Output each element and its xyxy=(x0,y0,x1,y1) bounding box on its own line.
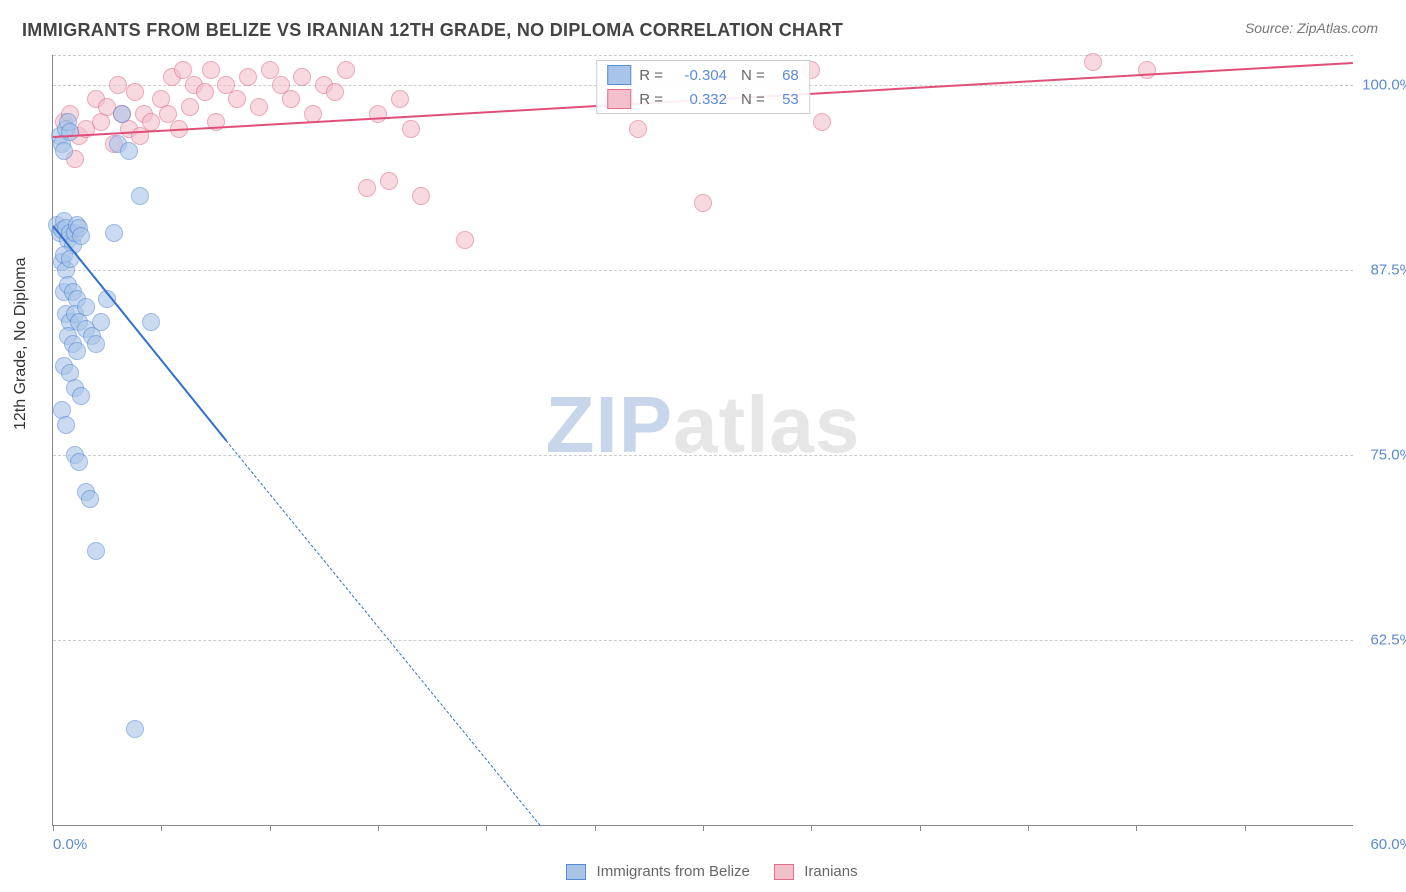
point-iranian xyxy=(337,61,355,79)
n-value-iranian: 53 xyxy=(769,91,799,108)
legend-label-belize: Immigrants from Belize xyxy=(597,863,750,880)
point-belize xyxy=(77,298,95,316)
point-iranian xyxy=(202,61,220,79)
x-tick xyxy=(920,825,921,831)
point-belize xyxy=(57,416,75,434)
point-iranian xyxy=(369,105,387,123)
gridline xyxy=(53,55,1353,56)
point-iranian xyxy=(412,187,430,205)
point-belize xyxy=(131,187,149,205)
point-iranian xyxy=(391,90,409,108)
y-tick-label: 100.0% xyxy=(1358,76,1406,93)
point-belize xyxy=(87,335,105,353)
point-belize xyxy=(70,453,88,471)
watermark: ZIPatlas xyxy=(546,379,861,471)
x-tick xyxy=(1028,825,1029,831)
point-iranian xyxy=(1084,53,1102,71)
legend-swatch-iranian xyxy=(774,864,794,880)
gridline xyxy=(53,455,1353,456)
stats-row-iranian: R = 0.332 N = 53 xyxy=(597,87,809,111)
point-iranian xyxy=(694,194,712,212)
point-iranian xyxy=(239,68,257,86)
plot-area: ZIPatlas R = -0.304 N = 68 R = 0.332 N =… xyxy=(52,55,1353,826)
r-label: R = xyxy=(639,91,663,108)
point-belize xyxy=(113,105,131,123)
point-belize xyxy=(68,342,86,360)
x-tick xyxy=(1245,825,1246,831)
n-label: N = xyxy=(741,67,765,84)
x-tick xyxy=(1136,825,1137,831)
x-tick xyxy=(378,825,379,831)
point-belize xyxy=(120,142,138,160)
r-value-belize: -0.304 xyxy=(667,67,727,84)
y-tick-label: 62.5% xyxy=(1358,631,1406,648)
point-belize xyxy=(72,227,90,245)
legend-label-iranian: Iranians xyxy=(804,863,857,880)
point-iranian xyxy=(142,113,160,131)
point-belize xyxy=(142,313,160,331)
point-belize xyxy=(72,387,90,405)
n-value-belize: 68 xyxy=(769,67,799,84)
r-label: R = xyxy=(639,67,663,84)
point-iranian xyxy=(228,90,246,108)
point-iranian xyxy=(1138,61,1156,79)
y-tick-label: 75.0% xyxy=(1358,446,1406,463)
point-belize xyxy=(92,313,110,331)
legend-swatch-belize xyxy=(566,864,586,880)
x-tick xyxy=(53,825,54,831)
point-iranian xyxy=(402,120,420,138)
point-belize xyxy=(81,490,99,508)
point-iranian xyxy=(629,120,647,138)
point-iranian xyxy=(456,231,474,249)
x-tick xyxy=(486,825,487,831)
source-label: Source: ZipAtlas.com xyxy=(1245,20,1378,36)
point-belize xyxy=(105,224,123,242)
y-axis-label: 12th Grade, No Diploma xyxy=(12,257,30,430)
swatch-iranian xyxy=(607,89,631,109)
point-iranian xyxy=(109,76,127,94)
point-iranian xyxy=(250,98,268,116)
y-tick-label: 87.5% xyxy=(1358,261,1406,278)
x-tick xyxy=(703,825,704,831)
point-belize xyxy=(126,720,144,738)
point-iranian xyxy=(181,98,199,116)
point-iranian xyxy=(196,83,214,101)
stats-legend: R = -0.304 N = 68 R = 0.332 N = 53 xyxy=(596,60,810,114)
point-belize xyxy=(61,123,79,141)
x-end-label: 60.0% xyxy=(1370,836,1406,853)
point-iranian xyxy=(126,83,144,101)
stats-row-belize: R = -0.304 N = 68 xyxy=(597,63,809,87)
point-belize xyxy=(87,542,105,560)
x-tick xyxy=(811,825,812,831)
x-tick xyxy=(161,825,162,831)
bottom-legend: Immigrants from Belize Iranians xyxy=(52,863,1352,880)
gridline xyxy=(53,270,1353,271)
point-iranian xyxy=(813,113,831,131)
n-label: N = xyxy=(741,91,765,108)
swatch-belize xyxy=(607,65,631,85)
chart-title: IMMIGRANTS FROM BELIZE VS IRANIAN 12TH G… xyxy=(22,20,843,41)
point-iranian xyxy=(358,179,376,197)
point-iranian xyxy=(293,68,311,86)
gridline xyxy=(53,640,1353,641)
point-belize xyxy=(55,142,73,160)
x-start-label: 0.0% xyxy=(53,836,87,853)
x-tick xyxy=(595,825,596,831)
point-iranian xyxy=(326,83,344,101)
point-iranian xyxy=(282,90,300,108)
trendline-belize-extrapolated xyxy=(226,440,541,826)
x-tick xyxy=(270,825,271,831)
r-value-iranian: 0.332 xyxy=(667,91,727,108)
point-iranian xyxy=(380,172,398,190)
